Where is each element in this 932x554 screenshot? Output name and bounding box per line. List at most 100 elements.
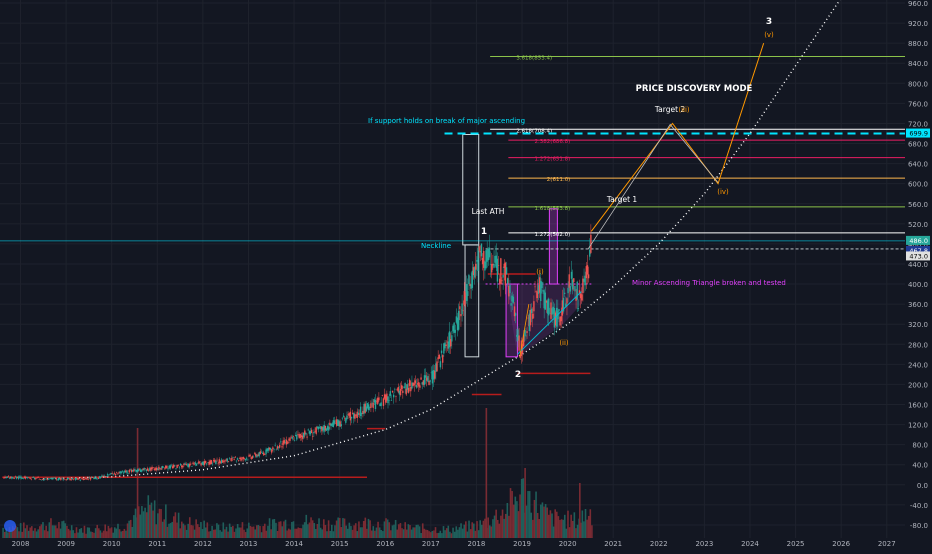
candle-body <box>309 430 312 435</box>
volume-bar <box>11 526 14 538</box>
candle-body <box>460 313 462 317</box>
volume-bar <box>543 506 545 538</box>
volume-bar <box>493 515 496 538</box>
candle-body <box>439 361 442 368</box>
candle-body <box>461 303 463 315</box>
candle-body <box>267 448 270 451</box>
candle-body <box>419 385 421 388</box>
candle-body <box>308 431 311 434</box>
candle-body <box>86 478 88 480</box>
candle-body <box>331 423 333 426</box>
volume-bar <box>260 532 263 538</box>
volume-bar <box>525 505 528 538</box>
candle-body <box>584 275 586 286</box>
last-ath-label: Last ATH <box>472 207 505 216</box>
volume-bar <box>506 502 509 538</box>
candle-body <box>351 412 354 414</box>
volume-bar <box>249 525 252 538</box>
y-tick-label: 40.0 <box>912 462 928 470</box>
candle-body <box>407 387 410 393</box>
candle-body <box>527 317 529 319</box>
candle-body <box>175 468 177 469</box>
candle-body <box>447 341 450 349</box>
candle-body <box>210 460 213 465</box>
volume-bar <box>185 529 188 538</box>
candle-body <box>559 316 561 326</box>
volume-bar <box>133 515 135 538</box>
volume-bar <box>110 527 113 538</box>
candle-body <box>288 439 290 441</box>
volume-bar <box>94 528 97 538</box>
x-tick-label: 2012 <box>194 540 212 548</box>
candle-body <box>538 277 541 293</box>
candle-body <box>96 478 99 480</box>
candle-body <box>39 479 42 480</box>
wave-iv-label: (iv) <box>717 188 729 196</box>
volume-bar <box>134 508 137 538</box>
volume-bar <box>248 522 250 538</box>
candle-body <box>551 308 553 315</box>
candle-body <box>81 478 84 480</box>
candle-body <box>298 434 300 438</box>
candle-body <box>161 465 164 469</box>
volume-bar <box>479 520 481 538</box>
volume-bar <box>8 526 11 538</box>
candle-body <box>366 403 369 409</box>
volume-bar <box>66 525 68 538</box>
fib-level-label: 1.618(553.8) <box>535 206 571 212</box>
volume-bar <box>340 527 343 538</box>
volume-bar <box>439 530 442 538</box>
candle-body <box>340 424 342 427</box>
volume-bar <box>263 523 266 538</box>
candle-body <box>497 265 500 266</box>
volume-bar <box>168 523 170 538</box>
candle-body <box>273 449 275 450</box>
volume-bar <box>501 509 504 538</box>
candle-body <box>313 431 315 434</box>
candle-body <box>501 280 503 282</box>
candle-body <box>301 435 304 439</box>
candle-body <box>153 468 156 470</box>
candle-body <box>139 469 142 472</box>
candle-body <box>129 469 132 471</box>
candle-body <box>21 477 23 479</box>
candle-body <box>158 466 160 470</box>
candle-body <box>396 389 398 391</box>
tradingview-logo-icon <box>4 520 16 532</box>
volume-bar <box>504 513 507 538</box>
volume-bar <box>208 531 210 538</box>
volume-bar <box>321 529 324 538</box>
volume-bar <box>184 525 186 538</box>
candle-body <box>234 456 236 458</box>
volume-bar <box>83 525 86 538</box>
volume-bar <box>353 525 355 538</box>
volume-bar <box>121 530 124 538</box>
volume-bar <box>354 523 357 538</box>
candle-body <box>338 420 340 427</box>
volume-bar <box>283 521 285 538</box>
candle-body <box>569 286 572 292</box>
candle-body <box>10 476 12 478</box>
volume-bar <box>460 523 462 538</box>
candle-body <box>155 467 158 471</box>
candle-body <box>224 460 226 462</box>
volume-bar <box>270 529 272 538</box>
x-tick-label: 2011 <box>148 540 166 548</box>
volume-bar <box>487 517 489 538</box>
candle-body <box>468 274 470 285</box>
volume-bar <box>429 532 432 538</box>
candle-body <box>141 469 143 472</box>
y-tick-label: 400.0 <box>908 281 928 289</box>
candle-body <box>345 418 347 423</box>
candle-body <box>503 263 505 268</box>
candle-body <box>356 411 358 419</box>
candle-body <box>435 363 437 372</box>
candle-body <box>370 403 372 409</box>
volume-bar <box>562 519 564 538</box>
candle-body <box>191 466 193 467</box>
candle-body <box>98 476 101 479</box>
candle-body <box>102 476 104 477</box>
candle-body <box>394 388 396 390</box>
volume-bar <box>316 523 319 538</box>
